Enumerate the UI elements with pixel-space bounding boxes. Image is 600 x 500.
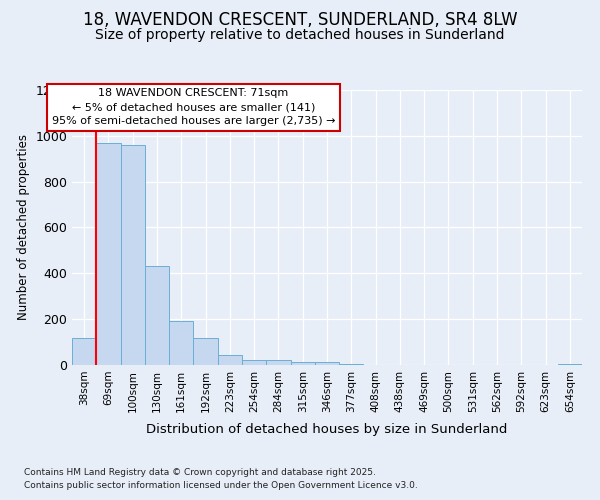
Text: Contains public sector information licensed under the Open Government Licence v3: Contains public sector information licen…: [24, 480, 418, 490]
Text: 18, WAVENDON CRESCENT, SUNDERLAND, SR4 8LW: 18, WAVENDON CRESCENT, SUNDERLAND, SR4 8…: [83, 11, 517, 29]
Bar: [193, 338, 218, 365]
Text: Contains HM Land Registry data © Crown copyright and database right 2025.: Contains HM Land Registry data © Crown c…: [24, 468, 376, 477]
Bar: [218, 354, 242, 365]
Bar: [72, 338, 96, 365]
Bar: [96, 142, 121, 365]
Y-axis label: Number of detached properties: Number of detached properties: [17, 134, 30, 320]
Bar: [266, 360, 290, 365]
Bar: [242, 360, 266, 365]
Text: 18 WAVENDON CRESCENT: 71sqm
← 5% of detached houses are smaller (141)
95% of sem: 18 WAVENDON CRESCENT: 71sqm ← 5% of deta…: [52, 88, 335, 126]
Text: Size of property relative to detached houses in Sunderland: Size of property relative to detached ho…: [95, 28, 505, 42]
Bar: [121, 145, 145, 365]
Bar: [169, 322, 193, 365]
Bar: [145, 266, 169, 365]
X-axis label: Distribution of detached houses by size in Sunderland: Distribution of detached houses by size …: [146, 423, 508, 436]
Bar: [290, 362, 315, 365]
Bar: [315, 362, 339, 365]
Bar: [558, 364, 582, 365]
Bar: [339, 364, 364, 365]
